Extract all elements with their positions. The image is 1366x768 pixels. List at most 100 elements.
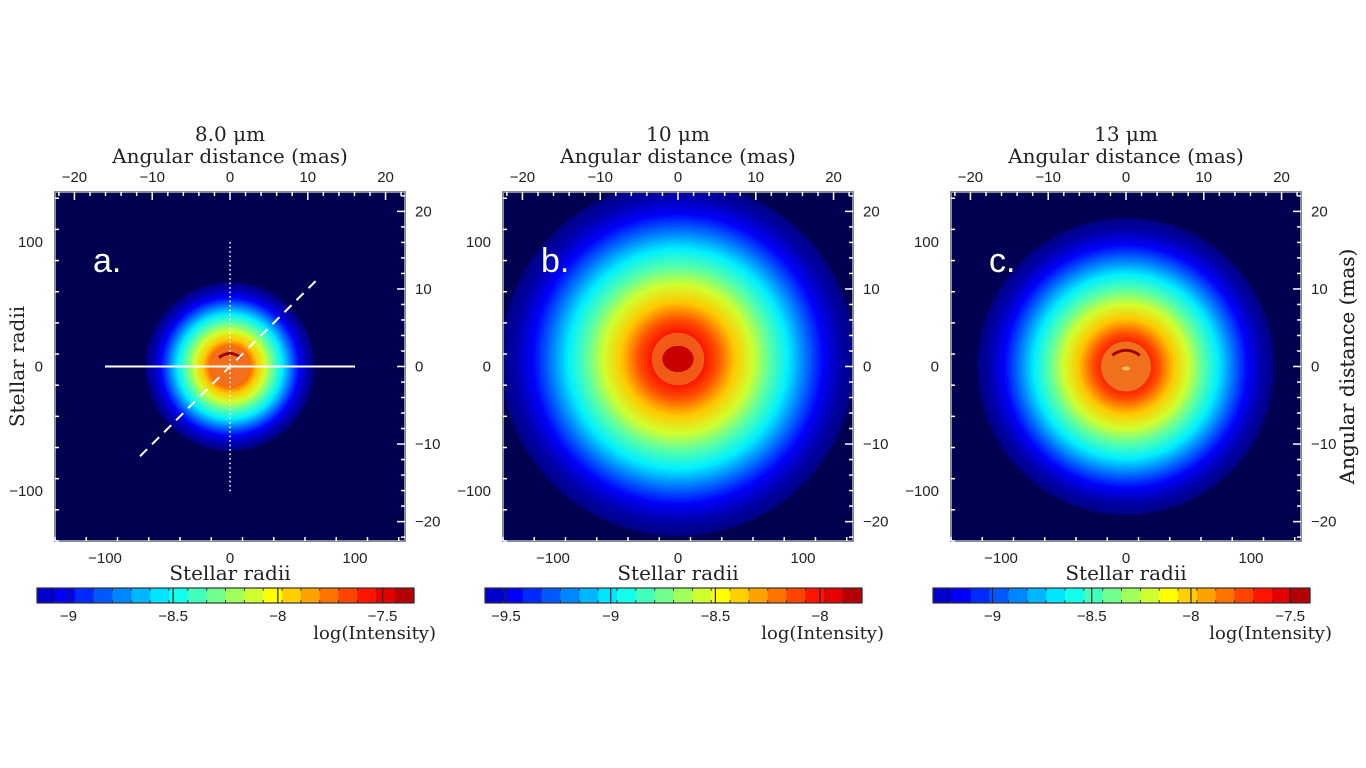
left-axis-label: Stellar radii xyxy=(5,306,29,427)
colorbar-segment xyxy=(319,588,340,603)
colorbar-segment xyxy=(376,588,396,603)
colorbar-segment xyxy=(338,588,359,603)
colorbar-segment xyxy=(1196,588,1217,603)
colorbar-label: log(Intensity) xyxy=(761,623,884,644)
colorbar-segment xyxy=(673,588,693,603)
x-tick-label: 100 xyxy=(790,550,815,567)
y2-tick-label: −10 xyxy=(863,436,888,453)
colorbar-segment xyxy=(263,588,283,603)
x-tick-label: −100 xyxy=(984,550,1018,567)
colorbar-segment xyxy=(244,588,264,603)
right-axis-label: Angular distance (mas) xyxy=(1335,249,1359,486)
colorbar-segment xyxy=(1215,588,1236,603)
colorbar-tick-label: −9 xyxy=(984,608,1001,625)
colorbar-segment xyxy=(843,588,863,603)
colorbar-segment xyxy=(168,588,189,603)
colorbar-segment xyxy=(150,588,170,603)
colorbar-tick-label: −8.5 xyxy=(1077,608,1107,625)
y-tick-label: 0 xyxy=(931,359,939,376)
colorbar-segment xyxy=(541,588,561,603)
y2-tick-label: −10 xyxy=(415,436,440,453)
x-tick-label: −100 xyxy=(88,550,122,567)
colorbar-segment xyxy=(1159,588,1179,603)
x2-tick-label: 10 xyxy=(299,169,316,186)
panel-label: a. xyxy=(93,242,121,280)
colorbar-segment xyxy=(1234,588,1255,603)
x2-tick-label: −10 xyxy=(139,169,164,186)
colorbar-label: log(Intensity) xyxy=(1209,623,1332,644)
y-tick-label: −100 xyxy=(457,483,491,500)
panel-title: 10 μm xyxy=(646,122,710,146)
colorbar-segment xyxy=(131,588,151,603)
colorbar-segment xyxy=(485,588,505,603)
colorbar-segment xyxy=(989,588,1009,603)
colorbar-segment xyxy=(1046,588,1066,603)
colorbar-tick-label: −8.5 xyxy=(701,608,731,625)
colorbar-segment xyxy=(55,588,76,603)
colorbar-tick-label: −9.5 xyxy=(491,608,521,625)
x-tick-label: −100 xyxy=(536,550,570,567)
top-axis-label: Angular distance (mas) xyxy=(1007,144,1244,168)
colorbar-segment xyxy=(1064,588,1085,603)
x2-tick-label: 20 xyxy=(825,169,842,186)
y2-tick-label: 20 xyxy=(1311,203,1328,220)
colorbar-segment xyxy=(933,588,953,603)
y2-tick-label: 10 xyxy=(1311,281,1328,298)
y-tick-label: 0 xyxy=(483,359,491,376)
colorbar-label: log(Intensity) xyxy=(313,623,436,644)
colorbar-segment xyxy=(654,588,675,603)
y-tick-label: 100 xyxy=(466,234,491,251)
colorbar-segment xyxy=(1121,588,1141,603)
colorbar-segment xyxy=(598,588,618,603)
x-tick-label: 100 xyxy=(342,550,367,567)
overlay-dashed-line xyxy=(139,276,321,457)
bottom-axis-label: Stellar radii xyxy=(169,561,290,585)
colorbar-segment xyxy=(579,588,599,603)
colorbar-segment xyxy=(357,588,377,603)
y2-tick-label: 0 xyxy=(415,359,423,376)
colorbar-segment xyxy=(748,588,769,603)
colorbar-segment xyxy=(970,588,991,603)
x2-tick-label: 10 xyxy=(747,169,764,186)
colorbar-segment xyxy=(206,588,227,603)
y2-tick-label: −20 xyxy=(1311,514,1336,531)
colorbar-segment xyxy=(300,588,321,603)
x2-tick-label: 0 xyxy=(674,169,682,186)
x2-tick-label: −20 xyxy=(958,169,983,186)
colorbar-tick-label: −7.5 xyxy=(368,608,398,625)
core-spot xyxy=(1122,366,1130,371)
colorbar-segment xyxy=(1102,588,1123,603)
colorbar-segment xyxy=(951,588,972,603)
colorbar-segment xyxy=(711,588,731,603)
y-tick-label: −100 xyxy=(9,483,43,500)
colorbar-segment xyxy=(1027,588,1047,603)
x2-tick-label: −20 xyxy=(510,169,535,186)
x2-tick-label: −10 xyxy=(1035,169,1060,186)
x-tick-label: 100 xyxy=(1238,550,1263,567)
x2-tick-label: 20 xyxy=(1273,169,1290,186)
colorbar-segment xyxy=(805,588,825,603)
colorbar-segment xyxy=(1272,588,1292,603)
colorbar-tick-label: −9 xyxy=(602,608,619,625)
colorbar-segment xyxy=(225,588,245,603)
y2-tick-label: 0 xyxy=(863,359,871,376)
colorbar-segment xyxy=(93,588,113,603)
y2-tick-label: −20 xyxy=(863,514,888,531)
y-tick-label: 100 xyxy=(18,234,43,251)
colorbar-segment xyxy=(112,588,132,603)
panel-title: 13 μm xyxy=(1094,122,1158,146)
y2-tick-label: 0 xyxy=(1311,359,1319,376)
y2-tick-label: 10 xyxy=(415,281,432,298)
y2-tick-label: 10 xyxy=(863,281,880,298)
y-tick-label: 0 xyxy=(35,359,43,376)
core-arc xyxy=(1111,348,1141,357)
x2-tick-label: −20 xyxy=(62,169,87,186)
colorbar-segment xyxy=(1291,588,1311,603)
colorbar-segment xyxy=(635,588,656,603)
colorbar-tick-label: −9 xyxy=(60,608,77,625)
x2-tick-label: 10 xyxy=(1195,169,1212,186)
colorbar-tick-label: −8 xyxy=(1182,608,1199,625)
